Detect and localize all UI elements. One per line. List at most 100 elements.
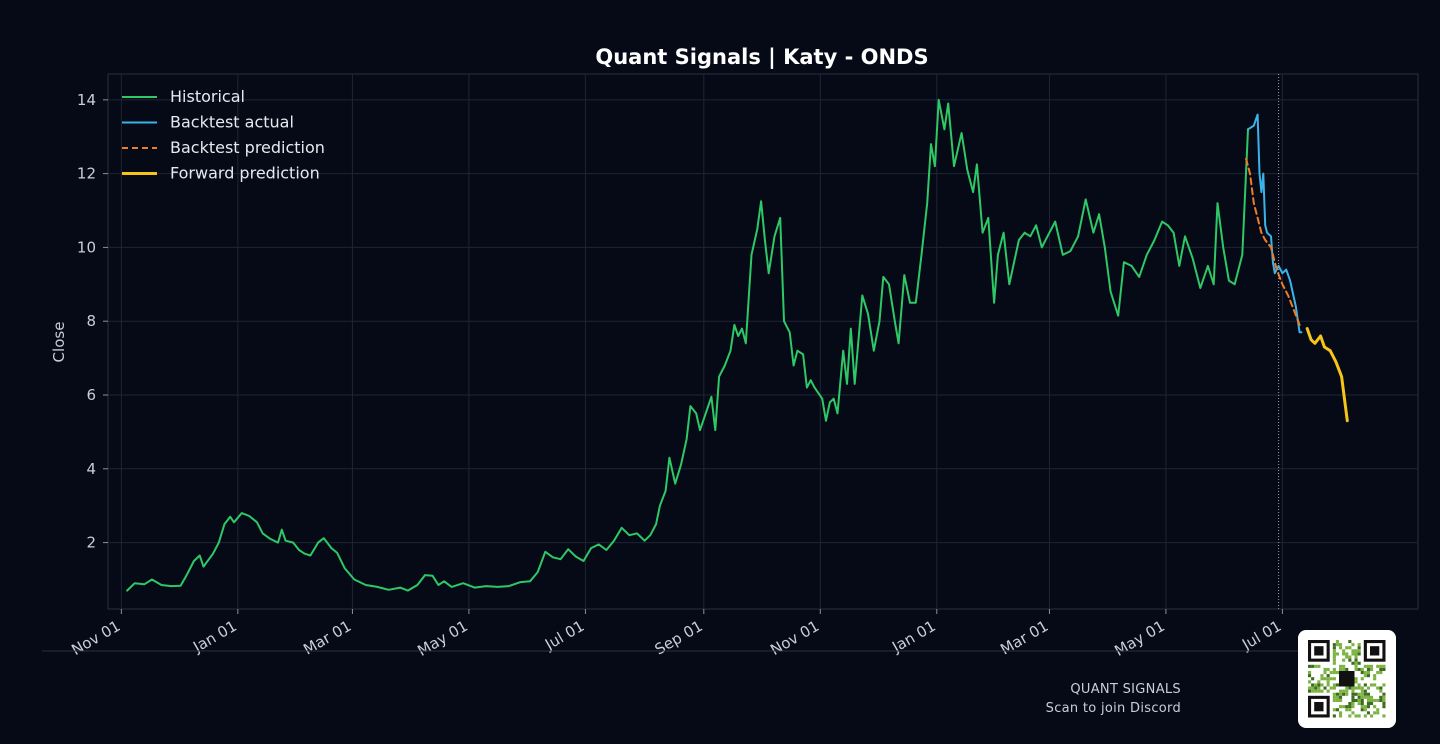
qr-module: [1339, 646, 1343, 650]
qr-module: [1379, 695, 1383, 699]
qr-module: [1354, 686, 1358, 690]
qr-module: [1351, 649, 1355, 653]
qr-module: [1326, 680, 1330, 684]
qr-module: [1332, 646, 1336, 650]
qr-module: [1320, 683, 1324, 687]
qr-module: [1326, 667, 1330, 671]
qr-module: [1363, 683, 1367, 687]
qr-module: [1379, 698, 1383, 702]
qr-module: [1335, 652, 1339, 656]
qr-module: [1351, 661, 1355, 665]
qr-module: [1373, 677, 1377, 681]
x-tick-label: Mar 01: [300, 617, 354, 659]
qr-module: [1357, 649, 1361, 653]
qr-module: [1339, 714, 1343, 718]
qr-module: [1366, 695, 1370, 699]
qr-module: [1332, 692, 1336, 696]
qr-module: [1335, 692, 1339, 696]
qr-module: [1348, 708, 1352, 712]
footer-cta[interactable]: Scan to join Discord: [1045, 701, 1181, 716]
x-tick-label: May 01: [1111, 617, 1168, 660]
qr-module: [1345, 708, 1349, 712]
qr-module: [1351, 689, 1355, 693]
qr-module: [1317, 689, 1321, 693]
qr-module: [1376, 664, 1380, 668]
qr-module: [1357, 652, 1361, 656]
y-ticks: 2 4 6 8 10 12 14: [77, 91, 108, 552]
qr-module: [1345, 686, 1349, 690]
qr-module: [1332, 649, 1336, 653]
qr-module: [1332, 695, 1336, 699]
qr-module: [1351, 695, 1355, 699]
qr-module: [1354, 714, 1358, 718]
qr-module: [1360, 692, 1364, 696]
qr-module: [1308, 664, 1312, 668]
qr-code-pattern: [1308, 640, 1386, 718]
qr-module: [1345, 705, 1349, 709]
qr-code[interactable]: [1298, 630, 1396, 728]
qr-module: [1382, 714, 1386, 718]
qr-module: [1348, 686, 1352, 690]
qr-module: [1366, 698, 1370, 702]
qr-module: [1335, 671, 1339, 675]
series-lines: [126, 98, 1349, 592]
x-tick-label: May 01: [414, 617, 471, 660]
qr-module: [1382, 664, 1386, 668]
qr-module: [1342, 667, 1346, 671]
qr-module: [1326, 677, 1330, 681]
qr-module: [1379, 664, 1383, 668]
qr-module: [1382, 692, 1386, 696]
legend-label: Backtest prediction: [170, 138, 325, 157]
qr-module: [1376, 711, 1380, 715]
qr-module: [1363, 689, 1367, 693]
qr-module: [1382, 667, 1386, 671]
qr-module: [1373, 683, 1377, 687]
legend: Historical Backtest actual Backtest predic…: [122, 87, 325, 183]
qr-module: [1366, 692, 1370, 696]
qr-module: [1379, 667, 1383, 671]
qr-module: [1373, 711, 1377, 715]
grid: [108, 74, 1418, 609]
y-tick-label: 8: [86, 312, 96, 330]
qr-module: [1354, 655, 1358, 659]
qr-module: [1363, 674, 1367, 678]
series-line-backtest-prediction: [1245, 157, 1301, 326]
qr-module: [1345, 655, 1349, 659]
x-tick-label: Jul 01: [541, 617, 587, 654]
qr-module: [1348, 705, 1352, 709]
qr-module: [1332, 698, 1336, 702]
qr-module: [1370, 683, 1374, 687]
qr-module: [1357, 692, 1361, 696]
legend-label: Forward prediction: [170, 164, 320, 183]
qr-module: [1351, 652, 1355, 656]
qr-module: [1357, 643, 1361, 647]
x-tick-label: Nov 01: [767, 617, 822, 659]
qr-finder-center: [1314, 646, 1324, 656]
qr-module: [1354, 652, 1358, 656]
qr-module: [1373, 674, 1377, 678]
qr-module: [1360, 698, 1364, 702]
qr-module: [1339, 692, 1343, 696]
qr-module: [1379, 686, 1383, 690]
qr-module: [1339, 689, 1343, 693]
qr-module: [1339, 643, 1343, 647]
qr-module: [1335, 683, 1339, 687]
qr-module: [1348, 714, 1352, 718]
qr-module: [1366, 705, 1370, 709]
qr-module: [1357, 698, 1361, 702]
qr-module: [1342, 705, 1346, 709]
qr-module: [1382, 695, 1386, 699]
qr-module: [1326, 683, 1330, 687]
qr-finder-center: [1314, 702, 1324, 712]
x-tick-label: Nov 01: [68, 617, 123, 659]
qr-module: [1354, 667, 1358, 671]
qr-module: [1323, 667, 1327, 671]
series-line-forward-prediction: [1305, 327, 1349, 423]
qr-module: [1311, 686, 1315, 690]
legend-label: Backtest actual: [170, 113, 294, 132]
qr-module: [1354, 658, 1358, 662]
qr-module: [1366, 674, 1370, 678]
qr-module: [1379, 689, 1383, 693]
qr-module: [1314, 664, 1318, 668]
